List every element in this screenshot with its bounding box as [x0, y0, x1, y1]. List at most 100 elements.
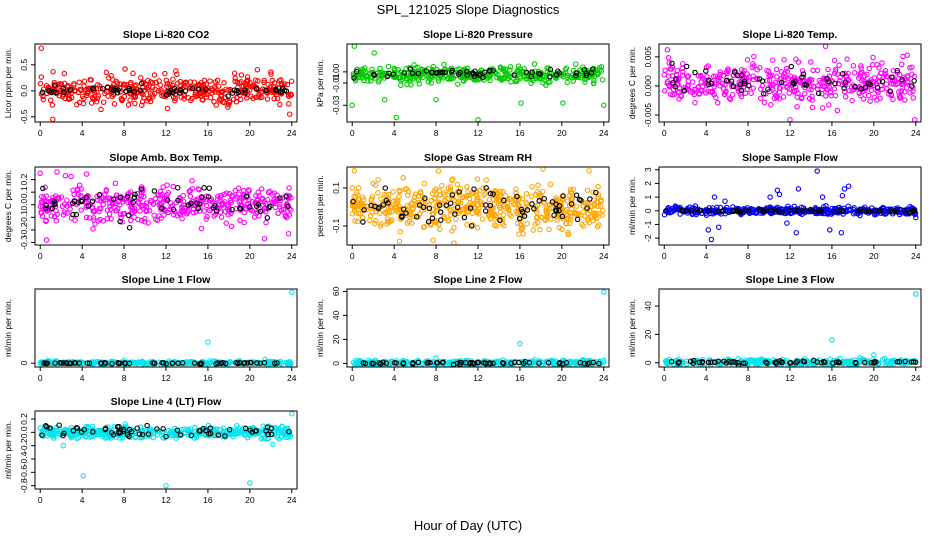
- data-point: [240, 187, 247, 194]
- data-point: [721, 358, 727, 364]
- y-tick-label: -0.4: [19, 451, 29, 466]
- data-point: [189, 85, 196, 92]
- y-axis-label: degrees C per min.: [3, 170, 13, 242]
- data-point: [568, 75, 575, 81]
- data-point: [436, 192, 443, 198]
- data-point: [378, 221, 384, 227]
- data-point: [94, 89, 100, 95]
- x-tick-label: 4: [80, 128, 85, 138]
- x-tick-label: 16: [827, 251, 837, 261]
- data-point: [194, 82, 201, 89]
- data-point: [233, 196, 239, 202]
- data-point: [826, 78, 832, 85]
- data-point: [667, 83, 673, 89]
- x-tick-label: 24: [287, 495, 297, 505]
- data-point: [451, 225, 457, 231]
- data-point: [446, 188, 453, 195]
- y-axis-label: ml/min per min.: [627, 299, 637, 357]
- data-point: [861, 73, 868, 79]
- data-point: [425, 78, 432, 85]
- data-point: [204, 213, 210, 220]
- data-point: [91, 217, 97, 223]
- data-point: [517, 340, 523, 347]
- data-point: [534, 202, 541, 209]
- data-point: [375, 190, 381, 196]
- data-point: [366, 217, 373, 224]
- y-tick-label: 40: [643, 301, 653, 311]
- data-point: [468, 191, 475, 197]
- data-point: [845, 183, 852, 189]
- data-point: [890, 96, 896, 103]
- y-tick-label: 20: [643, 329, 653, 339]
- data-point: [286, 194, 292, 201]
- y-tick-label: -0.005: [643, 103, 653, 127]
- data-point: [727, 96, 734, 103]
- data-point: [67, 206, 73, 212]
- data-point: [856, 90, 863, 97]
- data-point: [238, 72, 245, 78]
- data-point: [433, 355, 439, 361]
- data-point: [184, 360, 191, 366]
- data-point: [471, 73, 478, 79]
- data-point: [814, 168, 820, 174]
- data-point: [547, 216, 554, 223]
- data-point: [387, 218, 394, 224]
- data-point: [201, 185, 207, 191]
- x-tick-label: 24: [287, 373, 297, 383]
- data-point: [839, 71, 846, 77]
- data-point: [738, 66, 745, 73]
- data-point: [63, 360, 70, 366]
- data-point: [197, 428, 203, 434]
- data-point: [48, 207, 54, 213]
- data-point: [800, 71, 807, 77]
- data-point: [206, 207, 213, 214]
- data-point: [776, 79, 783, 86]
- data-point: [479, 201, 485, 208]
- data-point: [879, 78, 886, 85]
- data-point: [773, 66, 780, 73]
- data-point: [740, 360, 746, 366]
- data-point: [354, 66, 360, 73]
- data-point: [869, 62, 876, 68]
- data-point: [215, 432, 222, 438]
- data-point: [70, 427, 77, 434]
- data-point: [150, 434, 157, 441]
- data-point: [231, 431, 238, 437]
- data-point: [437, 226, 443, 233]
- data-point: [247, 480, 253, 486]
- y-axis-label: ml/min per min.: [627, 177, 637, 235]
- data-point: [284, 81, 291, 88]
- data-point: [695, 72, 702, 79]
- data-point: [663, 208, 669, 214]
- data-point: [836, 360, 843, 366]
- data-point: [816, 208, 822, 215]
- data-point: [454, 181, 461, 188]
- data-point: [349, 185, 356, 191]
- data-point: [185, 202, 192, 208]
- data-point: [843, 358, 849, 365]
- data-point: [785, 75, 792, 82]
- data-point: [738, 87, 745, 94]
- data-point: [265, 189, 272, 196]
- data-point: [94, 95, 101, 102]
- data-point: [360, 360, 367, 366]
- data-point: [668, 66, 675, 72]
- data-point: [58, 360, 65, 366]
- data-point: [486, 197, 493, 203]
- data-point: [911, 116, 918, 122]
- data-point: [226, 426, 233, 433]
- data-point: [422, 195, 428, 202]
- data-point: [831, 86, 838, 92]
- x-tick-label: 20: [557, 128, 567, 138]
- data-point: [795, 90, 801, 97]
- data-point: [379, 73, 385, 79]
- data-point: [269, 77, 276, 84]
- data-point: [110, 196, 117, 202]
- data-point: [247, 359, 254, 366]
- data-point: [177, 432, 184, 438]
- data-point: [119, 97, 125, 104]
- data-point: [536, 70, 542, 77]
- x-tick-label: 16: [203, 128, 213, 138]
- data-point: [109, 358, 115, 365]
- data-point: [360, 219, 366, 225]
